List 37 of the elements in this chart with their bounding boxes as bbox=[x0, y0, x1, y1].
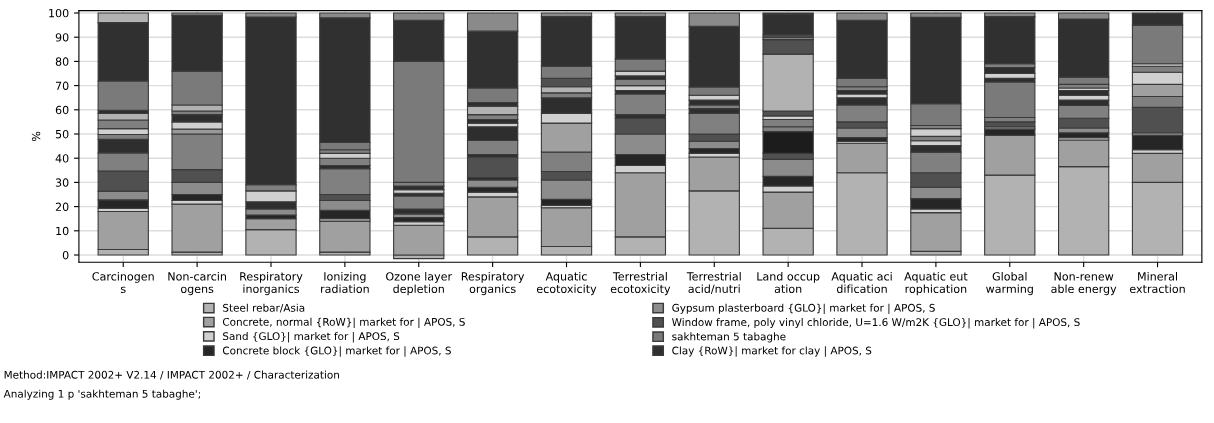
y-tick-label: 60 bbox=[55, 105, 69, 115]
x-tick-label: Respiratory organics bbox=[461, 271, 525, 296]
x-tick-label: Aquatic ecotoxicity bbox=[536, 271, 597, 296]
y-tick-label: 10 bbox=[56, 226, 69, 236]
y-axis-title: % bbox=[31, 131, 41, 142]
legend-label: Clay {RoW}| market for clay | APOS, S bbox=[672, 346, 872, 357]
legend-label: Sand {GLO}| market for | APOS, S bbox=[223, 332, 400, 343]
x-tick-label: Terrestrial acid/nutri bbox=[686, 271, 741, 294]
x-tick-label: Land occup ation bbox=[757, 271, 820, 294]
legend-label: Concrete, normal {RoW}| market for | APOS, S bbox=[222, 317, 465, 329]
x-tick-label: Aquatic eut rophication bbox=[904, 271, 968, 296]
x-tick-label: Mineral extraction bbox=[1129, 271, 1185, 294]
y-tick-label: 70 bbox=[55, 81, 69, 90]
x-tick-label: Non-renew able energy bbox=[1051, 272, 1117, 296]
legend-label: Concrete block {GLO}| market for | APOS, S bbox=[222, 346, 451, 357]
x-tick-label: Non-carcin ogens bbox=[168, 271, 226, 296]
legend-label: Window frame, poly vinyl chloride, U=1.6 W/m2K {GLO}| market for | APOS, S bbox=[672, 317, 1080, 329]
text: Analyzing 1 p 'sakhteman 5 tabaghe'; bbox=[3, 389, 200, 400]
x-tick-label: Aquatic aci dification bbox=[831, 271, 892, 294]
x-tick-label: Ozone layer depletion bbox=[386, 271, 453, 296]
legend-label: Gypsum plasterboard {GLO}| market for | APOS, S bbox=[672, 303, 935, 315]
y-tick-label: 50 bbox=[55, 129, 69, 139]
x-tick-label: Terrestrial ecotoxicity bbox=[610, 271, 671, 296]
x-tick-label: Carcinogen s bbox=[92, 271, 154, 294]
y-tick-label: 90 bbox=[55, 33, 69, 42]
text: Method:IMPACT 2002+ V2.14 / IMPACT 2002+ / Characterization bbox=[4, 370, 339, 380]
x-tick-label: Global warming bbox=[986, 271, 1033, 296]
x-tick-label: Respiratory inorganics bbox=[240, 271, 303, 296]
y-tick-label: 100 bbox=[49, 8, 69, 18]
y-tick-label: 80 bbox=[55, 57, 69, 66]
y-tick-label: 20 bbox=[55, 202, 69, 211]
y-tick-label: 40 bbox=[55, 154, 69, 163]
legend-label: Steel rebar/Asia bbox=[223, 303, 305, 313]
x-tick-label: Ionizing radiation bbox=[321, 271, 369, 294]
y-tick-label: 0 bbox=[62, 250, 69, 260]
legend-label: sakhteman 5 tabaghe bbox=[672, 332, 786, 343]
y-tick-label: 30 bbox=[55, 178, 69, 187]
